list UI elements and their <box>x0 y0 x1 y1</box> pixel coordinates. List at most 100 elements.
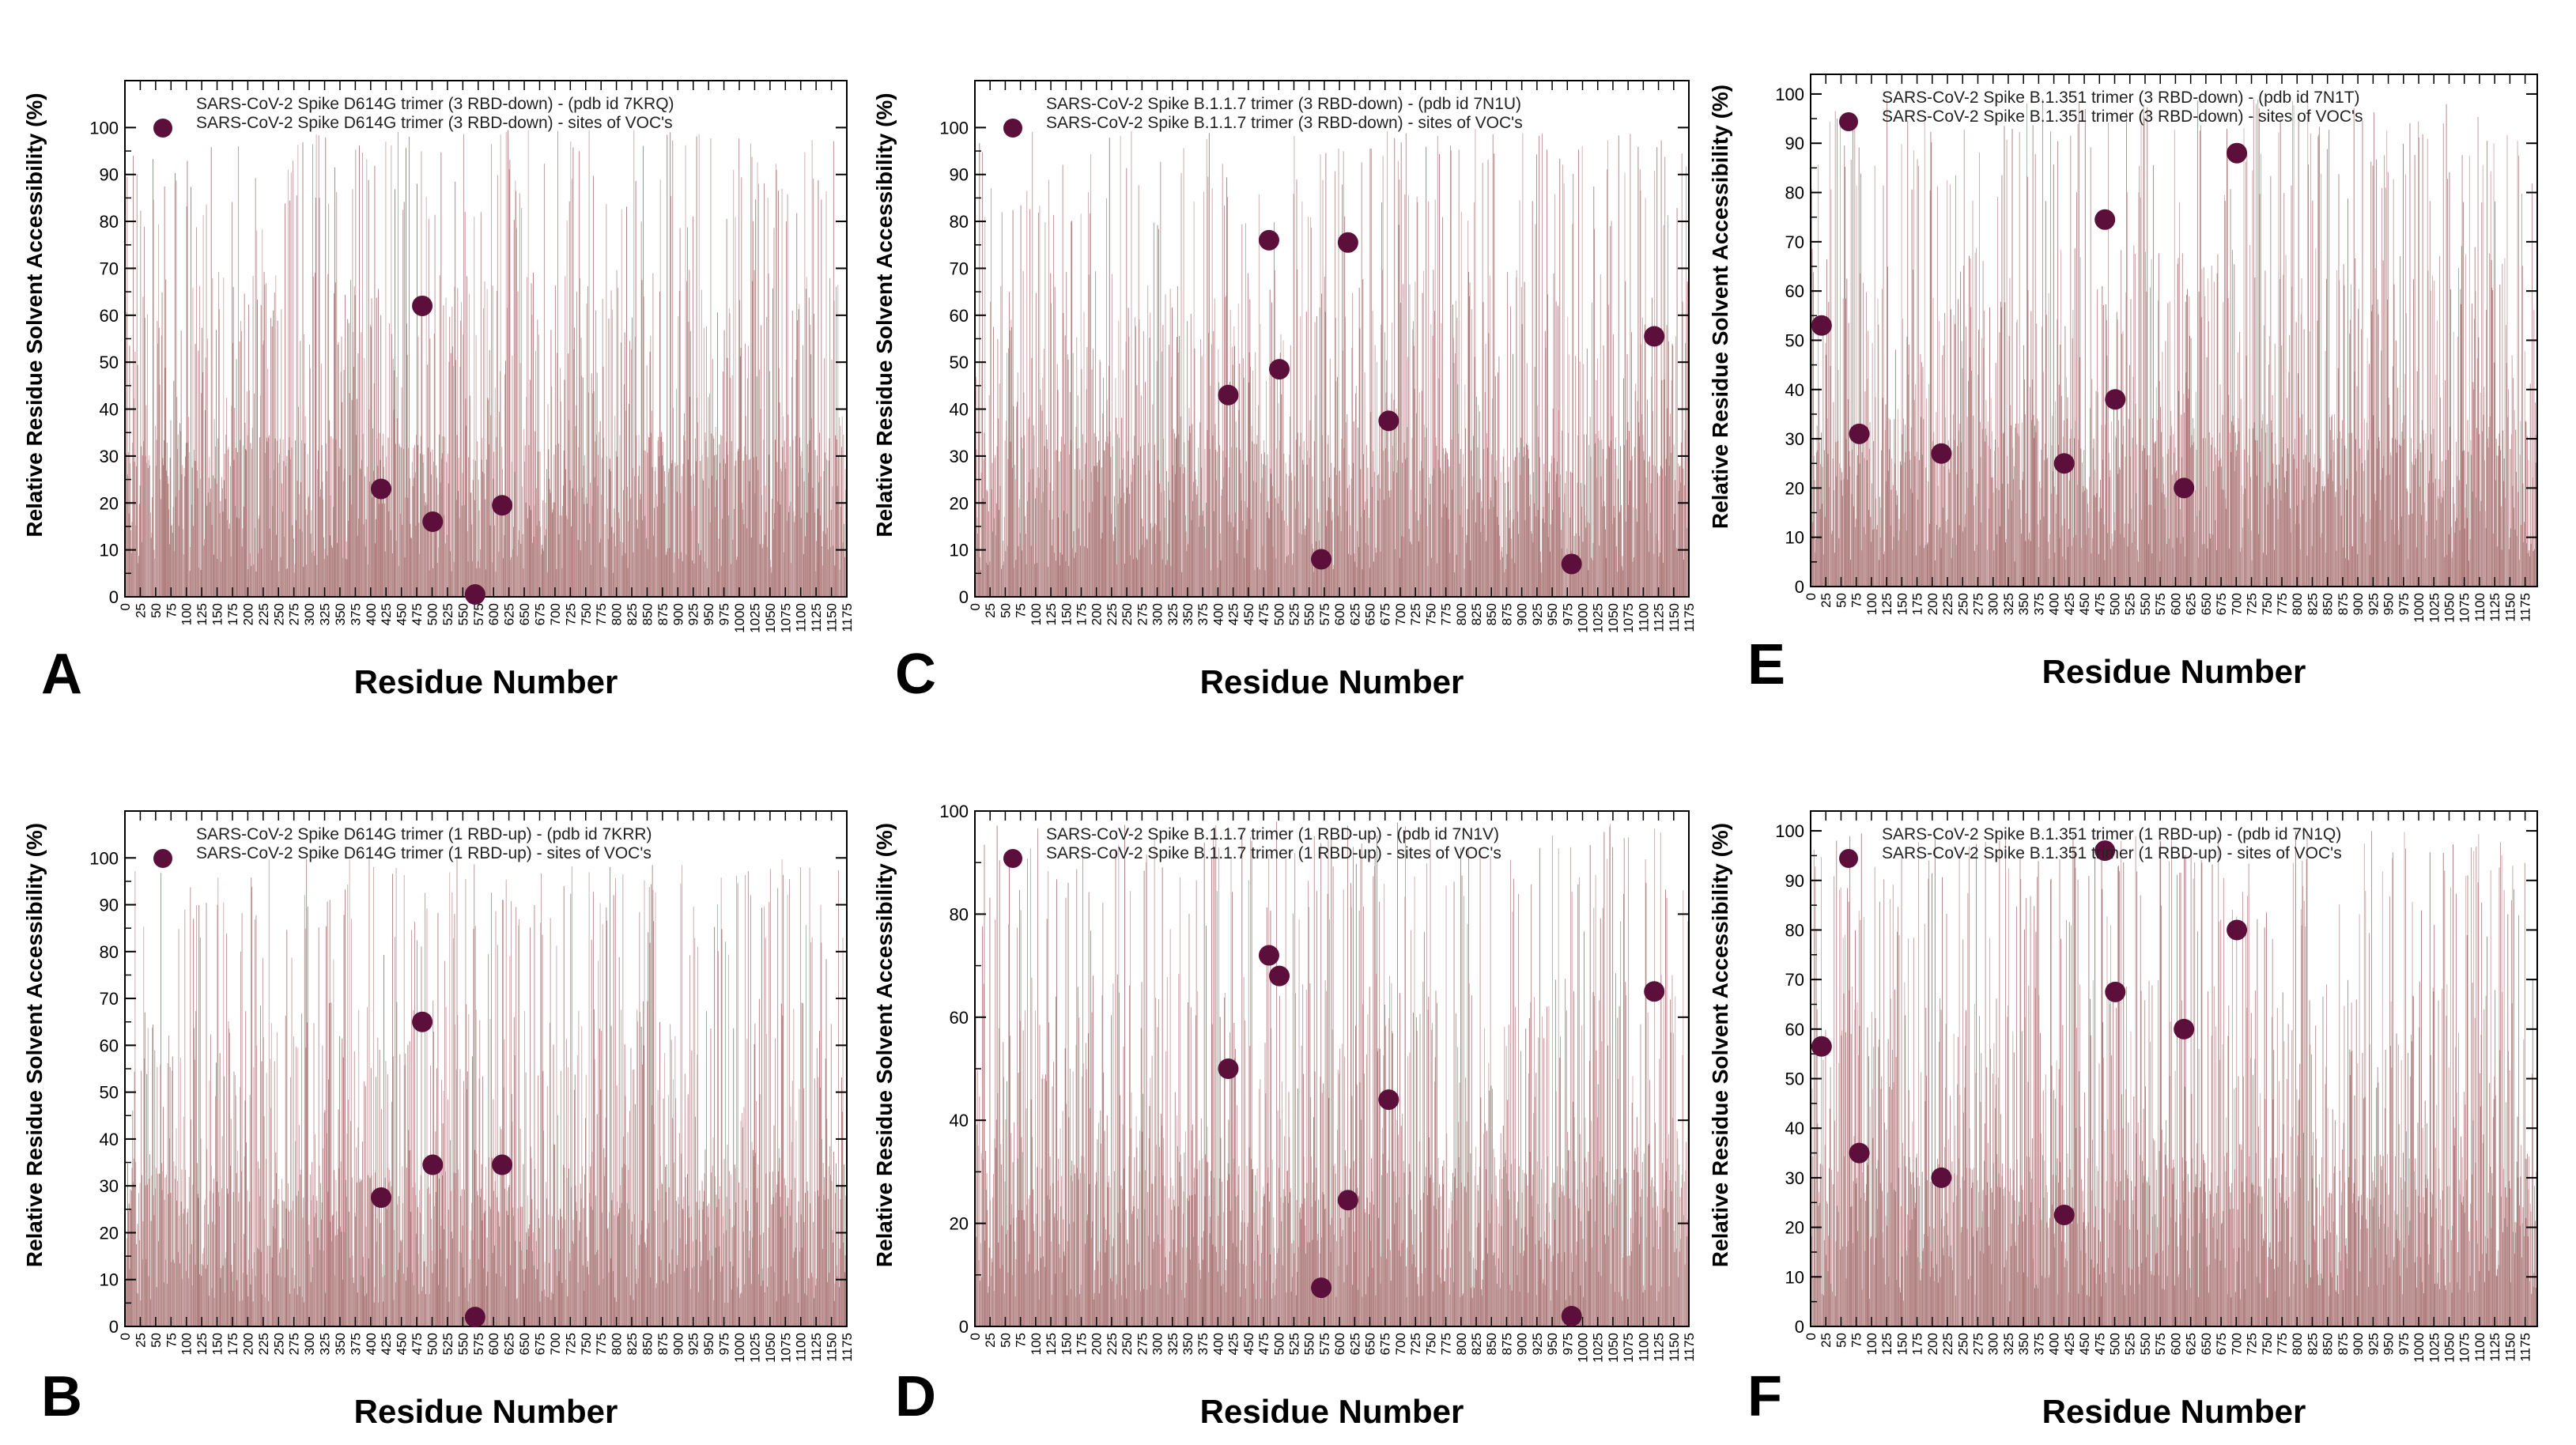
bar <box>227 1189 228 1326</box>
bar <box>370 1179 371 1326</box>
bar <box>792 311 793 597</box>
bar <box>243 445 244 597</box>
bar <box>1186 1283 1187 1326</box>
bar <box>810 354 811 597</box>
bar <box>531 1158 532 1326</box>
bar <box>377 1219 378 1326</box>
bar <box>1068 566 1069 597</box>
bar <box>313 1195 314 1326</box>
bar <box>1174 433 1175 597</box>
bar <box>365 546 366 597</box>
bar <box>684 1271 685 1326</box>
bar <box>622 556 623 597</box>
bar <box>1134 1206 1135 1326</box>
bar <box>545 1262 546 1326</box>
bar <box>1171 376 1172 597</box>
bar <box>401 447 402 597</box>
bar <box>1627 354 1628 597</box>
bar <box>298 407 299 597</box>
bar <box>1392 446 1393 597</box>
bar <box>399 447 400 597</box>
bar <box>154 1051 155 1326</box>
bar <box>691 476 692 597</box>
bar <box>701 290 702 597</box>
bar <box>572 1220 573 1326</box>
bar <box>664 471 665 597</box>
bar <box>1440 468 1441 597</box>
bar <box>333 439 334 597</box>
bar <box>990 302 991 597</box>
bar <box>1490 856 1491 1326</box>
bar <box>1052 1183 1053 1326</box>
bar <box>611 1200 612 1326</box>
bar <box>1566 471 1567 597</box>
bar <box>1499 536 1500 597</box>
y-tick-label: 40 <box>100 400 119 420</box>
bar <box>304 443 305 597</box>
bar <box>528 1228 529 1326</box>
bar <box>1015 560 1016 597</box>
bar <box>190 571 191 597</box>
bar <box>844 557 845 597</box>
bar <box>796 213 797 597</box>
bar <box>1196 881 1197 1326</box>
bar <box>1460 449 1461 597</box>
bar <box>306 859 307 1326</box>
bar <box>1401 142 1402 597</box>
bar <box>1019 499 1020 597</box>
bar <box>682 1209 683 1326</box>
bar <box>837 1184 838 1326</box>
bar <box>660 179 661 597</box>
bar <box>134 352 135 597</box>
bar <box>145 406 146 597</box>
bar <box>581 1198 582 1326</box>
bar <box>240 952 241 1326</box>
bar <box>658 1090 659 1326</box>
bar <box>550 493 551 597</box>
bar <box>601 1031 602 1326</box>
x-tick-label: 475 <box>410 603 425 625</box>
bar <box>1275 1279 1276 1326</box>
bar <box>575 1074 576 1326</box>
bar <box>691 1051 692 1326</box>
bar <box>530 927 531 1326</box>
bar <box>1374 866 1375 1326</box>
bar <box>989 898 990 1326</box>
bar <box>1326 991 1327 1326</box>
bar <box>1140 1292 1141 1326</box>
bar <box>625 553 626 597</box>
bar <box>1347 488 1348 597</box>
bar <box>548 449 549 597</box>
bar <box>274 292 275 597</box>
bar <box>1391 1281 1392 1326</box>
x-tick-label: 725 <box>1408 603 1423 625</box>
bar <box>192 288 193 597</box>
bar <box>1112 534 1113 597</box>
bar <box>493 452 494 597</box>
bar <box>597 1114 598 1326</box>
bar <box>1162 1175 1163 1326</box>
bar <box>1223 1284 1224 1326</box>
bar <box>650 943 651 1326</box>
bar <box>140 211 141 597</box>
bar <box>1146 538 1147 597</box>
bar <box>366 159 367 597</box>
bar <box>1116 564 1117 597</box>
bar <box>1003 1077 1004 1326</box>
bar <box>201 570 202 597</box>
bar <box>1198 1246 1199 1326</box>
bar <box>604 1176 605 1326</box>
bar <box>811 418 812 597</box>
bar <box>742 510 743 597</box>
bar <box>1627 422 1628 597</box>
bar <box>1637 402 1638 597</box>
bar <box>1394 138 1395 597</box>
bar <box>1378 1048 1379 1326</box>
bar <box>1435 200 1436 597</box>
bar <box>1228 515 1229 597</box>
x-tick-label: 950 <box>701 603 716 625</box>
bar <box>1334 468 1335 597</box>
bar <box>1066 898 1067 1326</box>
bar <box>1017 928 1018 1326</box>
bar <box>1347 826 1348 1326</box>
